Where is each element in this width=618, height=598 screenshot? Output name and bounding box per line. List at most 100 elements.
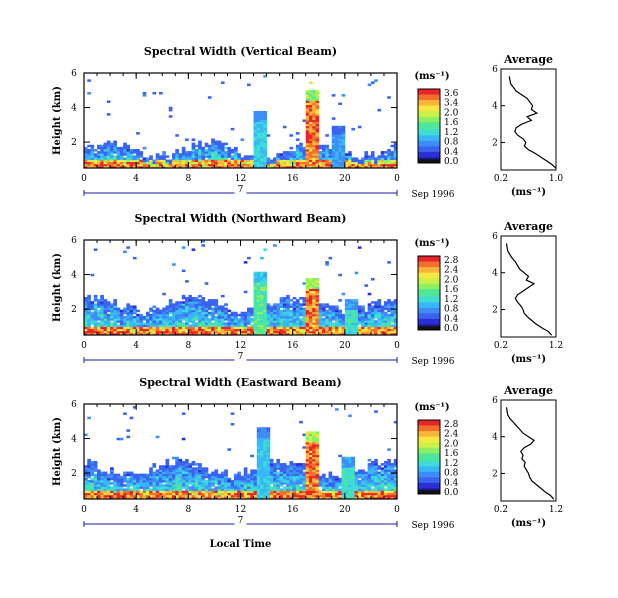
heatmap-cell — [364, 496, 369, 500]
heatmap-cell — [357, 475, 362, 479]
heatmap-cell — [168, 473, 173, 477]
heatmap-cell — [230, 320, 235, 323]
heatmap-cell — [253, 138, 258, 141]
heatmap-cell — [308, 330, 313, 334]
heatmap-cell — [263, 458, 267, 462]
heatmap-cell — [113, 324, 117, 327]
heatmap-cell — [354, 311, 359, 315]
heatmap-cell — [116, 320, 121, 323]
heatmap-cell — [308, 119, 313, 122]
heatmap-cell — [227, 488, 232, 491]
heatmap-cell — [253, 149, 258, 152]
heatmap-cell — [289, 469, 294, 472]
heatmap-cell — [276, 496, 281, 500]
heatmap-cell — [194, 309, 199, 313]
heatmap-cell — [123, 473, 127, 477]
heatmap-cell — [335, 320, 339, 323]
heatmap-cell — [233, 311, 238, 315]
colorbar-segment — [418, 455, 440, 458]
heatmap-cell — [380, 484, 385, 487]
heatmap-cell — [299, 463, 303, 466]
heatmap-cell — [308, 136, 313, 139]
heatmap-cell — [191, 161, 196, 165]
heatmap-cell — [126, 480, 131, 483]
heatmap-cell — [299, 482, 303, 485]
heatmap-cell — [253, 271, 258, 275]
heatmap-cell — [224, 155, 228, 158]
heatmap-cell — [315, 159, 320, 163]
heatmap-cell — [126, 486, 131, 489]
heatmap-cell — [97, 163, 101, 167]
heatmap-cell — [390, 465, 395, 468]
heatmap-cell — [233, 313, 238, 317]
colorbar-segment — [418, 425, 440, 428]
heatmap-cell — [126, 159, 131, 163]
heatmap-cell — [158, 163, 163, 167]
heatmap-cell — [390, 153, 395, 156]
heatmap-cell — [97, 328, 101, 332]
heatmap-cell — [181, 465, 186, 468]
heatmap-cell — [308, 309, 313, 313]
heatmap-cell — [325, 161, 329, 165]
heatmap-cell — [129, 157, 134, 160]
heatmap-cell — [299, 475, 303, 479]
heatmap-cell — [90, 144, 95, 148]
heatmap-cell — [132, 307, 137, 311]
heatmap-cell — [256, 142, 261, 146]
heatmap-cell — [181, 159, 186, 163]
heatmap-cell — [315, 146, 320, 150]
heatmap-cell — [90, 318, 95, 321]
heatmap-cell — [269, 469, 274, 472]
heatmap-cell — [233, 316, 238, 319]
heatmap-cell — [214, 477, 219, 481]
heatmap-cell — [175, 494, 179, 498]
panels: Spectral Width (Vertical Beam)0 4 8 12 16 20 0… — [52, 45, 563, 550]
heatmap-cell — [364, 320, 369, 323]
heatmap-cell — [250, 469, 254, 472]
heatmap-cell — [370, 316, 375, 319]
heatmap-cell — [253, 284, 258, 287]
heatmap-cell — [250, 328, 254, 332]
heatmap-cell — [178, 471, 183, 475]
heatmap-cell — [175, 467, 179, 470]
heatmap-cell — [344, 330, 349, 334]
colorbar-segment — [418, 261, 440, 264]
heatmap-cell — [198, 163, 202, 167]
heatmap-cell — [227, 484, 232, 487]
heatmap-cell — [289, 488, 294, 491]
heatmap-cell — [351, 488, 356, 491]
colorbar-segment — [418, 298, 440, 301]
heatmap-cell — [331, 142, 336, 146]
heatmap-cell — [103, 471, 108, 475]
heatmap-cell — [266, 442, 271, 445]
heatmap-cell — [204, 282, 209, 285]
heatmap-cell — [269, 165, 274, 169]
heatmap-cell — [123, 471, 127, 475]
heatmap-cell — [338, 140, 342, 144]
heatmap-cell — [263, 275, 267, 279]
heatmap-cell — [132, 473, 137, 477]
heatmap-cell — [178, 307, 183, 311]
heatmap-cell — [286, 486, 290, 489]
heatmap-cell — [354, 490, 359, 494]
heatmap-cell — [175, 473, 179, 477]
heatmap-cell — [100, 477, 104, 481]
heatmap-cell — [233, 490, 238, 494]
heatmap-cell — [305, 454, 310, 458]
heatmap-cell — [308, 102, 313, 106]
heatmap-cell — [341, 165, 346, 169]
heatmap-cell — [178, 161, 183, 165]
heatmap-cell — [93, 318, 98, 321]
heatmap-cell — [191, 490, 196, 494]
heatmap-cell — [188, 324, 192, 327]
heatmap-cell — [276, 484, 281, 487]
heatmap-cell — [175, 311, 179, 315]
heatmap-cell — [175, 492, 179, 496]
heatmap-cell — [370, 153, 375, 156]
heatmap-cell — [299, 144, 303, 148]
heatmap-cell — [383, 328, 388, 332]
heatmap-cell — [315, 450, 320, 453]
heatmap-cell — [253, 307, 258, 311]
colorbar-segment — [418, 159, 440, 162]
heatmap-cell — [312, 102, 316, 106]
